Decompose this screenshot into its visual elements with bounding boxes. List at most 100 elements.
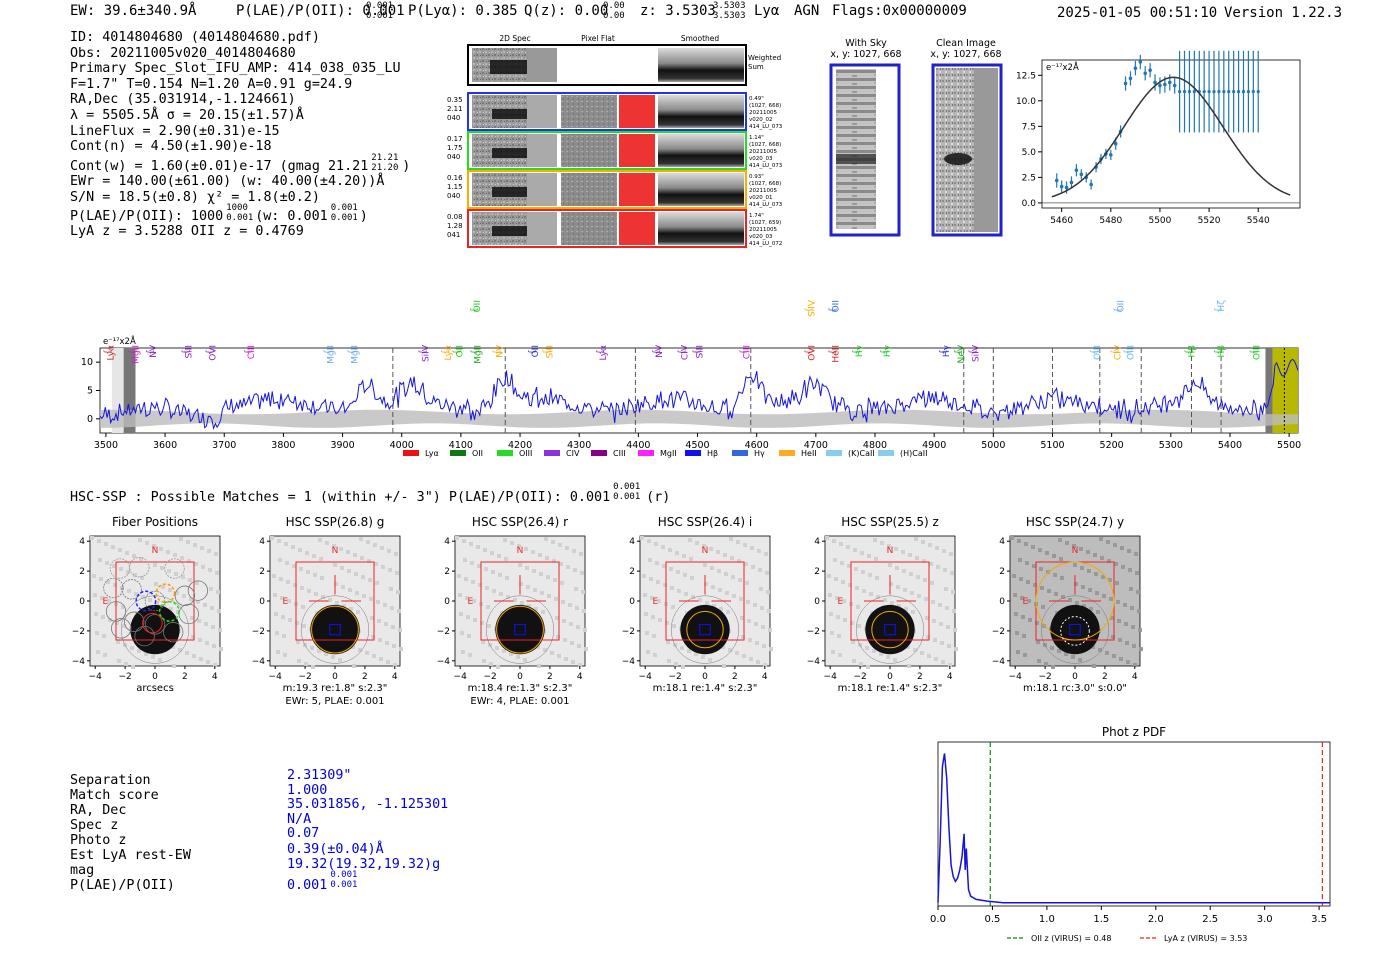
hsc-noise-pixel <box>922 559 926 563</box>
hsc-noise-pixel <box>953 628 957 632</box>
sky-cutouts <box>829 63 1003 237</box>
hsc-xtick-label: 0 <box>887 672 893 682</box>
hsc-noise-pixel <box>499 592 503 596</box>
spectrum-ytick-label: 5 <box>87 386 93 397</box>
hsc-noise-pixel <box>362 594 366 598</box>
hsc-noise-pixel <box>93 593 97 597</box>
fit-point <box>1133 66 1138 70</box>
hsc-noise-pixel <box>335 601 339 605</box>
hsc-noise-pixel <box>1096 610 1100 614</box>
fit-point <box>1113 141 1118 146</box>
detection-info: ID: 4014804680 (4014804680.pdf) Obs: 202… <box>70 30 410 240</box>
header-agn: AGN <box>794 3 820 19</box>
hsc-ytick-label: −4 <box>807 657 821 667</box>
hsc-noise-pixel <box>473 618 477 622</box>
hsc-noise-pixel <box>210 606 214 610</box>
line-id-bracket: { <box>596 349 606 355</box>
hsc-noise-pixel <box>1026 580 1030 584</box>
photz-axes-frame <box>937 741 1331 907</box>
hsc-noise-pixel <box>709 547 713 551</box>
hsc-noise-pixel <box>212 644 216 648</box>
hsc-xtick-label: −4 <box>639 672 653 682</box>
hsc-noise-pixel <box>1040 586 1044 590</box>
spectrum-trace <box>99 358 1299 431</box>
line-id-label: Hβ <box>1188 345 1198 358</box>
info-plae-hi: 1000 <box>226 202 248 213</box>
legend-label: OII <box>472 449 483 458</box>
hsc-ytick-label: −2 <box>252 627 265 637</box>
match-label: mag <box>70 863 95 878</box>
hsc-noise-pixel <box>717 569 721 573</box>
hsc-noise-pixel <box>534 607 538 611</box>
line-id-label: CIII <box>743 345 753 359</box>
hsc-noise-pixel <box>275 631 279 635</box>
hsc-noise-pixel <box>544 537 548 541</box>
hsc-noise-pixel <box>378 638 382 642</box>
hsc-noise-pixel <box>1131 625 1135 629</box>
hsc-east-label: E <box>653 597 659 607</box>
hsc-noise-pixel <box>868 573 872 577</box>
hsc-noise-pixel <box>103 653 107 657</box>
header-plae: P(LAE)/P(OII): 0.001 <box>236 3 405 19</box>
hsc-noise-pixel <box>552 559 556 563</box>
photz-xtick-label: 0.0 <box>930 914 946 925</box>
fiber-circle <box>134 625 155 647</box>
hsc-noise-pixel <box>209 587 213 591</box>
hsc-noise-pixel <box>760 606 764 610</box>
hsc-sub1: m:19.3 re:1.8" s:2.3" <box>283 683 388 694</box>
hsc-noise-pixel <box>726 610 730 614</box>
spectrum-xtick-label: 4100 <box>449 440 473 451</box>
hsc-noise-pixel <box>1124 622 1128 626</box>
hsc-noise-pixel <box>954 647 958 651</box>
hsc-noise-pixel <box>1113 543 1117 547</box>
masked-region <box>111 348 124 433</box>
hsc-noise-pixel <box>923 578 927 582</box>
hsc-noise-pixel <box>682 554 686 558</box>
photz-pdf-plot: Phot z PDF 0.0 0.5 1.0 1.5 2.0 2.5 3.0 3.5 OII z … <box>930 725 1331 943</box>
hsc-noise-pixel <box>728 648 732 652</box>
hsc-noise-pixel <box>154 582 158 586</box>
hsc-noise-pixel <box>1071 655 1075 659</box>
hsc-noise-pixel <box>365 651 369 655</box>
line-id-label: Lyα <box>107 345 117 361</box>
hsc-panel: HSC SSP(26.4) i N E −4−4 −2 −2 0 0 2 2 4 4 m:18.1 re… <box>622 515 773 694</box>
hsc-noise-pixel <box>543 648 547 652</box>
hsc-noise-pixel <box>196 600 200 604</box>
hsc-noise-pixel <box>1041 605 1045 609</box>
fiber-circle <box>121 579 142 600</box>
hsc-noise-pixel <box>297 659 301 663</box>
hsc-noise-pixel <box>695 541 699 545</box>
match-value: 0.39(±0.04)Å <box>287 842 384 857</box>
hsc-noise-pixel <box>906 645 910 649</box>
hsc-noise-pixel <box>185 651 189 655</box>
hsc-noise-pixel <box>1022 634 1026 638</box>
hsc-noise-pixel <box>466 615 470 619</box>
hsc-noise-pixel <box>584 647 588 651</box>
hsc-summary-band: (r) <box>646 490 671 505</box>
hsc-panel-title: HSC SSP(24.7) y <box>1026 515 1124 529</box>
photz-xtick-label: 3.0 <box>1257 914 1273 925</box>
hsc-noise-pixel <box>558 543 562 547</box>
hsc-noise-pixel <box>131 665 135 669</box>
hsc-noise-pixel <box>186 540 190 544</box>
hsc-noise-pixel <box>518 563 522 567</box>
hsc-noise-pixel <box>578 663 582 667</box>
hsc-noise-pixel <box>354 572 358 576</box>
hsc-noise-pixel <box>167 569 171 573</box>
exposure-right-label: (1027, 668) <box>749 181 781 187</box>
hsc-noise-pixel <box>828 593 832 597</box>
legend-label: MgII <box>660 449 677 458</box>
hsc-noise-pixel <box>107 599 111 603</box>
hsc-noise-pixel <box>670 586 674 590</box>
hsc-noise-pixel <box>373 543 377 547</box>
hsc-noise-pixel <box>346 550 350 554</box>
fit-ytick-label: 10.0 <box>1016 97 1036 107</box>
hsc-noise-pixel <box>270 536 274 540</box>
hsc-noise-pixel <box>886 655 890 659</box>
info-plae-w-end: ) <box>359 208 368 224</box>
header-z: z: 3.5303 <box>640 3 716 19</box>
legend-swatch <box>878 450 894 456</box>
hsc-noise-pixel <box>1037 659 1041 663</box>
exposure-right-label: 20211005 <box>749 188 777 194</box>
hsc-noise-pixel <box>1025 561 1029 565</box>
